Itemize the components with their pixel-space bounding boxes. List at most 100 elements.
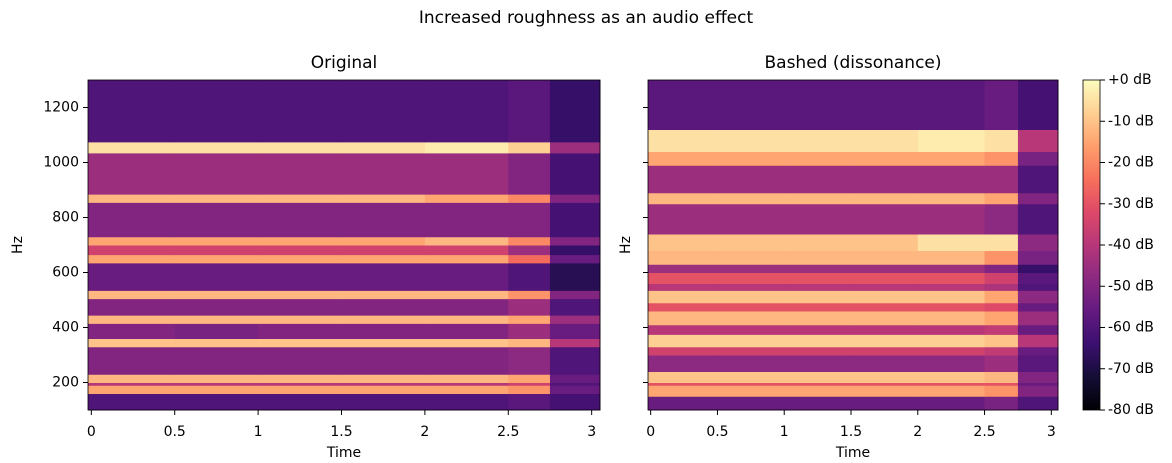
x-tick-label: 2.5 xyxy=(973,424,995,440)
panel-title: Bashed (dissonance) xyxy=(764,53,941,73)
cell xyxy=(424,346,509,375)
cell xyxy=(784,311,852,326)
x-tick-label: 2 xyxy=(913,424,922,440)
cell xyxy=(717,283,785,291)
cell xyxy=(341,385,426,394)
cell xyxy=(341,290,426,300)
cell xyxy=(917,371,986,383)
cell xyxy=(258,346,342,375)
cell xyxy=(174,315,259,324)
cell xyxy=(258,236,342,246)
heatmap xyxy=(648,80,1059,411)
cell xyxy=(784,129,852,152)
cell xyxy=(1017,250,1059,265)
cell xyxy=(424,290,509,300)
cell xyxy=(549,194,601,203)
x-tick-label: 1 xyxy=(254,424,263,440)
cell xyxy=(984,192,1019,205)
cell xyxy=(174,382,259,386)
cell xyxy=(717,355,785,372)
cell xyxy=(424,262,509,291)
cell xyxy=(1017,272,1059,284)
cell xyxy=(549,80,601,143)
cell xyxy=(341,338,426,348)
cell xyxy=(717,371,785,383)
cell xyxy=(258,245,342,256)
cell xyxy=(850,334,919,348)
cell xyxy=(88,236,176,246)
cell xyxy=(88,338,176,348)
cell xyxy=(850,272,919,284)
cell xyxy=(174,385,259,394)
cell xyxy=(850,382,919,386)
colorbar-tick-label: -80 dB xyxy=(1108,402,1154,418)
x-tick-label: 3 xyxy=(1047,424,1056,440)
cell xyxy=(648,234,718,251)
cell xyxy=(917,355,986,372)
cell xyxy=(984,290,1019,304)
colorbar-tick-label: -40 dB xyxy=(1108,237,1154,253)
cell xyxy=(917,302,986,312)
cell xyxy=(984,334,1019,348)
cell xyxy=(174,393,259,411)
cell xyxy=(784,264,852,273)
y-axis-label: Hz xyxy=(618,236,634,254)
cell xyxy=(784,302,852,312)
cell xyxy=(717,385,785,397)
cell xyxy=(784,371,852,383)
cell xyxy=(88,385,176,394)
cell xyxy=(341,254,426,264)
cell xyxy=(984,283,1019,291)
cell xyxy=(717,264,785,273)
cell xyxy=(984,355,1019,372)
plot-frame xyxy=(647,79,1059,411)
cell xyxy=(88,382,176,386)
cell xyxy=(1017,234,1059,251)
cell xyxy=(1017,165,1059,194)
heatmap xyxy=(88,80,601,411)
cell xyxy=(1017,283,1059,291)
cell xyxy=(508,194,551,203)
cell xyxy=(850,203,919,235)
x-tick-label: 1.5 xyxy=(840,424,862,440)
cell xyxy=(341,346,426,375)
cell xyxy=(717,192,785,205)
cell xyxy=(174,194,259,203)
cell xyxy=(88,141,176,154)
cell xyxy=(88,152,176,195)
cell xyxy=(917,283,986,291)
cell xyxy=(917,234,986,251)
cell xyxy=(984,396,1019,411)
cell xyxy=(850,250,919,265)
x-tick-label: 0.5 xyxy=(164,424,186,440)
cell xyxy=(850,151,919,166)
cell xyxy=(258,194,342,203)
plot-frame xyxy=(87,79,601,411)
cell xyxy=(717,203,785,235)
cell xyxy=(648,151,718,166)
cell xyxy=(784,250,852,265)
cell xyxy=(850,371,919,383)
colorbar-tick-label: -10 dB xyxy=(1108,113,1154,129)
cell xyxy=(648,346,718,356)
colorbar-tick-label: -30 dB xyxy=(1108,196,1154,212)
cell xyxy=(549,323,601,339)
cell xyxy=(717,290,785,304)
cell xyxy=(984,234,1019,251)
cell xyxy=(549,236,601,246)
cell xyxy=(850,396,919,411)
cell xyxy=(88,290,176,300)
cell xyxy=(88,315,176,324)
cell xyxy=(648,165,718,194)
cell xyxy=(917,396,986,411)
cell xyxy=(717,302,785,312)
cell xyxy=(984,311,1019,326)
cell xyxy=(341,236,426,246)
cell xyxy=(424,141,509,154)
cell xyxy=(549,262,601,291)
cell xyxy=(1017,355,1059,372)
cell xyxy=(648,385,718,397)
cell xyxy=(984,272,1019,284)
cell xyxy=(917,290,986,304)
cell xyxy=(850,346,919,356)
